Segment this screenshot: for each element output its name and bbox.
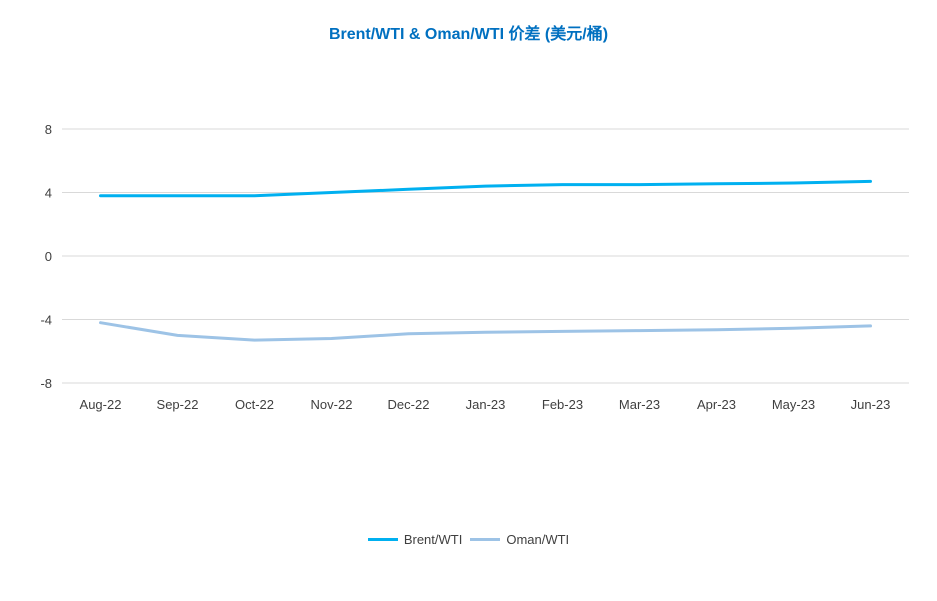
y-tick-label: 0 bbox=[45, 249, 52, 264]
gridlines bbox=[62, 128, 909, 384]
x-tick-label: Jan-23 bbox=[466, 397, 506, 412]
y-axis-ticks: 8 4 0 -4 -8 bbox=[40, 122, 52, 391]
legend-label-brent: Brent/WTI bbox=[403, 532, 463, 547]
x-tick-label: Mar-23 bbox=[619, 397, 660, 412]
y-tick-label: 4 bbox=[45, 186, 52, 201]
series-lines bbox=[99, 179, 872, 342]
x-tick-label: Apr-23 bbox=[697, 397, 736, 412]
x-tick-label: Jun-23 bbox=[851, 397, 891, 412]
legend-swatch-oman bbox=[470, 538, 501, 541]
legend-label-oman: Oman/WTI bbox=[506, 532, 570, 547]
legend-item-oman[interactable]: Oman/WTI bbox=[470, 532, 569, 547]
x-tick-label: Feb-23 bbox=[542, 397, 583, 412]
series-line-brent bbox=[99, 179, 872, 198]
x-tick-label: Sep-22 bbox=[157, 397, 199, 412]
y-tick-label: -8 bbox=[40, 376, 52, 391]
legend-swatch-brent bbox=[367, 538, 398, 541]
x-tick-label: May-23 bbox=[772, 397, 815, 412]
x-tick-label: Nov-22 bbox=[311, 397, 353, 412]
x-tick-label: Aug-22 bbox=[80, 397, 122, 412]
y-tick-label: -4 bbox=[40, 313, 52, 328]
legend: Brent/WTI Oman/WTI bbox=[0, 532, 937, 547]
chart-title: Brent/WTI & Oman/WTI 价差 (美元/桶) bbox=[328, 26, 609, 43]
y-tick-label: 8 bbox=[45, 122, 52, 137]
x-tick-label: Dec-22 bbox=[388, 397, 430, 412]
x-axis-ticks: Aug-22 Sep-22 Oct-22 Nov-22 Dec-22 Jan-23 Feb-… bbox=[80, 397, 891, 412]
legend-item-brent[interactable]: Brent/WTI bbox=[367, 532, 463, 547]
series-line-oman bbox=[99, 321, 872, 342]
x-tick-label: Oct-22 bbox=[235, 397, 274, 412]
